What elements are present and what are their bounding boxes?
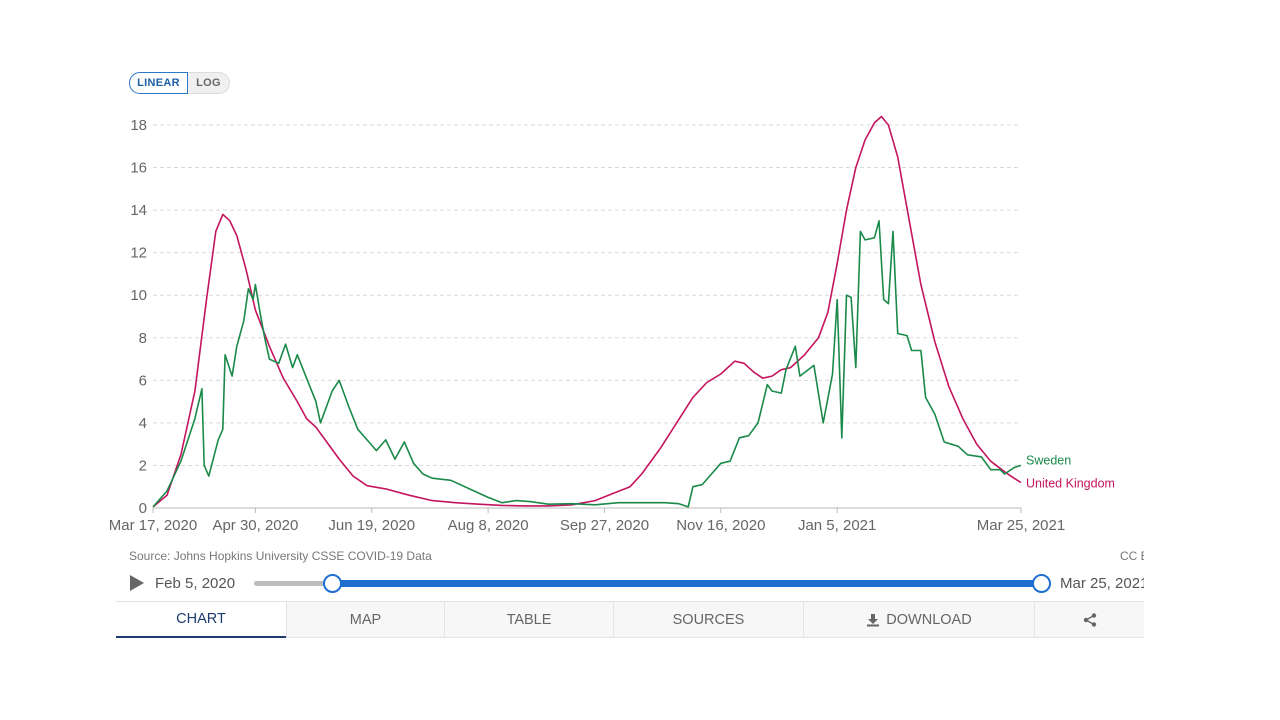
timeline-start-date: Feb 5, 2020 <box>155 575 236 592</box>
source-note: Source: Johns Hopkins University CSSE CO… <box>129 549 432 563</box>
x-tick-label: Mar 25, 2021 <box>977 517 1065 534</box>
y-tick-label: 4 <box>139 415 147 432</box>
series-line-united-kingdom[interactable] <box>152 115 1022 508</box>
x-tick-label: Jun 19, 2020 <box>328 517 415 534</box>
license-link[interactable]: CC BY <box>1120 549 1144 563</box>
tab-table[interactable]: TABLE <box>444 602 613 638</box>
timeline-track[interactable] <box>254 581 332 586</box>
x-tick-label: Apr 30, 2020 <box>212 517 298 534</box>
share-icon <box>1083 612 1096 627</box>
tab-download[interactable]: DOWNLOAD <box>803 602 1034 638</box>
y-axis-ticks: 0 2 4 6 8 10 12 14 16 18 <box>130 117 147 517</box>
y-tick-label: 6 <box>139 372 147 389</box>
series-labels: United Kingdom Sweden <box>1026 453 1115 490</box>
series-line-sweden[interactable] <box>152 220 1022 508</box>
tab-bar: CHART MAP TABLE SOURCES DOWNLOAD <box>116 601 1144 638</box>
grid-lines <box>153 124 1021 509</box>
y-tick-label: 14 <box>130 202 147 219</box>
tab-chart-label: CHART <box>176 611 226 627</box>
x-tick-label: Jan 5, 2021 <box>798 517 876 534</box>
timeline-start-handle[interactable] <box>323 574 342 593</box>
tab-share[interactable] <box>1034 602 1144 638</box>
y-tick-label: 0 <box>139 500 147 517</box>
series-label[interactable]: Sweden <box>1026 453 1071 467</box>
timeline-end-handle[interactable] <box>1032 574 1051 593</box>
timeline-selected-range[interactable] <box>332 580 1042 587</box>
linear-scale-button[interactable]: LINEAR <box>129 72 188 94</box>
x-axis-ticks: Mar 17, 2020 Apr 30, 2020 Jun 19, 2020 Aug … <box>109 508 1065 534</box>
y-tick-label: 10 <box>130 287 147 304</box>
tab-sources[interactable]: SOURCES <box>613 602 803 638</box>
play-icon[interactable] <box>130 575 144 591</box>
line-chart: 0 2 4 6 8 10 12 14 16 18 Mar 17, 2020 Apr 30, 2020… <box>109 115 1115 534</box>
tab-table-label: TABLE <box>506 611 552 628</box>
x-tick-label: Aug 8, 2020 <box>448 517 529 534</box>
log-scale-button[interactable]: LOG <box>188 72 230 94</box>
scale-toggle: LINEAR LOG <box>129 72 230 94</box>
y-tick-label: 16 <box>130 160 147 177</box>
download-icon <box>867 613 880 626</box>
x-tick-label: Nov 16, 2020 <box>676 517 765 534</box>
tab-download-label: DOWNLOAD <box>886 611 972 628</box>
timeline-slider: Feb 5, 2020 Mar 25, 2021 <box>128 572 1144 596</box>
y-tick-label: 12 <box>130 245 147 262</box>
y-tick-label: 2 <box>139 457 147 474</box>
tab-chart[interactable]: CHART <box>116 602 286 638</box>
timeline-end-date: Mar 25, 2021 <box>1060 575 1144 592</box>
tab-map[interactable]: MAP <box>286 602 444 638</box>
y-tick-label: 18 <box>130 117 147 134</box>
tab-sources-label: SOURCES <box>672 611 745 628</box>
x-tick-label: Mar 17, 2020 <box>109 517 197 534</box>
x-tick-label: Sep 27, 2020 <box>560 517 649 534</box>
series-lines <box>152 115 1022 508</box>
tab-map-label: MAP <box>349 611 382 628</box>
y-tick-label: 8 <box>139 330 147 347</box>
series-label[interactable]: United Kingdom <box>1026 476 1115 490</box>
